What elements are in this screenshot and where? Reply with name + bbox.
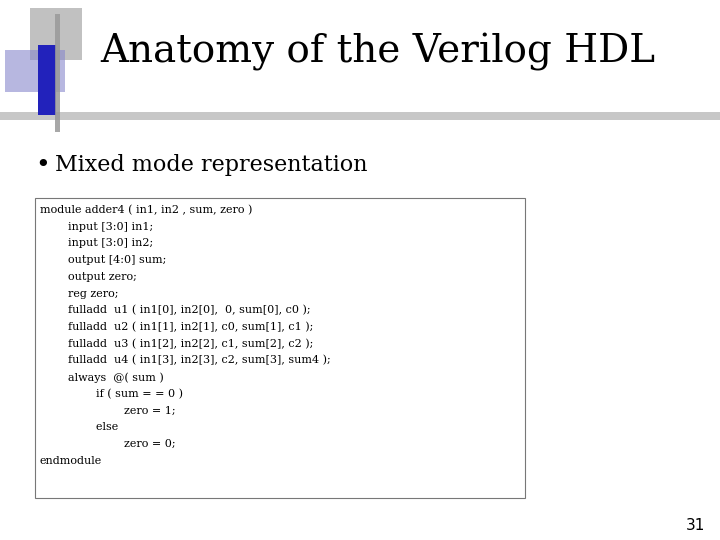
Bar <box>55 14 60 132</box>
Text: •: • <box>35 153 50 177</box>
Text: output [4:0] sum;: output [4:0] sum; <box>40 255 166 265</box>
Bar <box>30 8 82 60</box>
Text: zero = 1;: zero = 1; <box>40 406 176 416</box>
Text: fulladd  u3 ( in1[2], in2[2], c1, sum[2], c2 );: fulladd u3 ( in1[2], in2[2], c1, sum[2],… <box>40 339 313 349</box>
Bar <box>0 112 720 120</box>
Text: Mixed mode representation: Mixed mode representation <box>55 154 367 176</box>
Text: else: else <box>40 422 118 433</box>
Text: output zero;: output zero; <box>40 272 137 282</box>
Bar <box>5 50 65 92</box>
FancyBboxPatch shape <box>35 198 525 498</box>
Text: input [3:0] in2;: input [3:0] in2; <box>40 239 153 248</box>
Text: module adder4 ( in1, in2 , sum, zero ): module adder4 ( in1, in2 , sum, zero ) <box>40 205 253 215</box>
Bar <box>38 45 56 115</box>
Text: if ( sum = = 0 ): if ( sum = = 0 ) <box>40 389 183 399</box>
Text: endmodule: endmodule <box>40 456 102 466</box>
Text: fulladd  u4 ( in1[3], in2[3], c2, sum[3], sum4 );: fulladd u4 ( in1[3], in2[3], c2, sum[3],… <box>40 355 330 366</box>
Text: fulladd  u2 ( in1[1], in2[1], c0, sum[1], c1 );: fulladd u2 ( in1[1], in2[1], c0, sum[1],… <box>40 322 313 332</box>
Text: reg zero;: reg zero; <box>40 289 119 299</box>
Text: fulladd  u1 ( in1[0], in2[0],  0, sum[0], c0 );: fulladd u1 ( in1[0], in2[0], 0, sum[0], … <box>40 305 310 315</box>
Text: 31: 31 <box>685 517 705 532</box>
Text: input [3:0] in1;: input [3:0] in1; <box>40 222 153 232</box>
Text: zero = 0;: zero = 0; <box>40 439 176 449</box>
Text: Anatomy of the Verilog HDL: Anatomy of the Verilog HDL <box>100 33 655 71</box>
Text: always  @( sum ): always @( sum ) <box>40 372 163 382</box>
